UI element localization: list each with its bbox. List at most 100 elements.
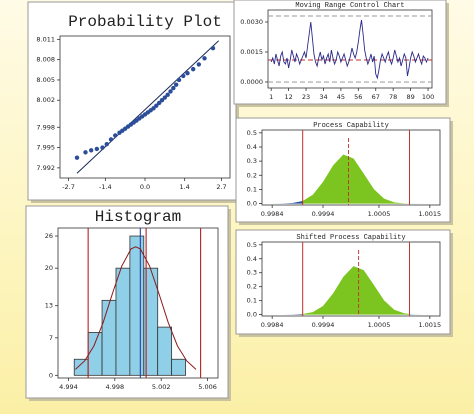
x-tick-label: 56 [354,93,362,101]
capability-area [302,266,410,315]
point [165,92,170,98]
y-tick-label: 8.008 [36,56,55,64]
y-tick-label: 0.5 [247,129,257,137]
point [202,56,207,61]
point [88,148,94,153]
bar [101,299,117,376]
point [162,95,168,100]
tail-area [409,203,425,204]
bar [73,358,89,376]
y-tick-label: 0.4 [247,143,257,151]
x-tick-label: 45 [337,93,345,101]
y-tick-label: 13 [45,302,53,310]
point [156,100,162,106]
point [210,45,216,51]
y-tick-label: 0 [49,371,53,379]
y-tick-label: 0.1 [247,185,257,193]
chart-title: Moving Range Control Chart [295,2,404,10]
tail-area [409,313,435,315]
x-tick-label: 0.9994 [312,321,335,329]
bar [171,358,186,376]
y-tick-label: 0.0030 [240,18,263,26]
x-tick-label: 0.9994 [312,210,335,218]
y-tick-label: 7 [49,334,53,342]
chart-title: Shifted Process Capability [296,234,405,242]
x-tick-label: 89 [406,93,414,101]
bar [115,267,131,376]
x-tick-label: -2.7 [62,183,75,191]
chart-title: Histogram [95,208,181,226]
y-tick-label: 0.4 [247,255,257,263]
point [113,133,118,138]
x-tick-label: 67 [372,93,380,101]
y-tick-label: 0.0 [247,200,257,208]
x-tick-label: 78 [389,93,397,101]
point [185,70,190,76]
x-tick-label: -1.4 [99,183,112,191]
y-tick-label: 0.2 [247,171,257,179]
capability-area [302,154,410,204]
point [196,62,202,67]
y-tick-label: 7.992 [36,164,55,172]
x-tick-label: 34 [319,93,327,101]
tail-area [282,314,303,315]
point [154,103,159,108]
x-tick-label: 1.0015 [418,210,441,218]
y-tick-label: 0.1 [247,297,257,305]
x-tick-label: 12 [284,93,292,101]
point [104,141,109,147]
y-tick-label: 8.005 [36,76,55,84]
point [159,98,165,103]
x-tick-label: 5.002 [152,383,171,391]
x-tick-label: 0.9984 [261,210,284,218]
tail-area [272,201,303,204]
point [83,150,88,155]
plot-area [267,9,433,89]
chart-title: Probability Plot [68,13,222,31]
x-tick-label: 4.998 [106,383,125,391]
y-tick-label: 0.0000 [240,78,263,86]
y-tick-label: 0.3 [247,157,257,165]
y-tick-label: 0.5 [247,241,257,249]
range-line [270,19,429,80]
point [94,146,100,152]
y-tick-label: 7.995 [36,144,55,152]
y-tick-label: 26 [45,232,53,240]
x-tick-label: 5.006 [198,383,217,391]
point [190,66,196,72]
x-tick-label: 1.0015 [418,321,441,329]
y-tick-label: 0.0015 [240,48,263,56]
point [181,73,186,79]
y-tick-label: 20 [45,264,53,272]
point [74,155,80,160]
y-tick-label: 0.0 [247,311,257,319]
point [171,85,176,91]
point [151,106,156,111]
y-tick-label: 0.2 [247,283,257,291]
y-tick-label: 8.002 [36,96,55,104]
point [173,82,179,87]
bar [87,332,103,376]
point [168,89,173,94]
x-tick-label: 1 [269,93,273,101]
point [108,137,114,142]
y-tick-label: 7.998 [36,123,55,131]
x-tick-label: 1.4 [179,183,189,191]
x-tick-label: 4.994 [59,383,78,391]
point [100,145,105,150]
bar [157,326,173,376]
normal-curve [75,246,197,370]
fit-line [76,40,220,174]
x-tick-label: 100 [422,93,434,101]
x-tick-label: 2.7 [216,183,226,191]
x-tick-label: 23 [302,93,310,101]
x-tick-label: 0.9984 [261,321,284,329]
x-tick-label: 0.0 [140,183,150,191]
x-tick-label: 1.0005 [368,210,391,218]
y-tick-label: 8.011 [36,35,55,43]
y-tick-label: 0.3 [247,269,257,277]
x-tick-label: 1.0005 [368,321,391,329]
chart-title: Process Capability [313,122,389,130]
